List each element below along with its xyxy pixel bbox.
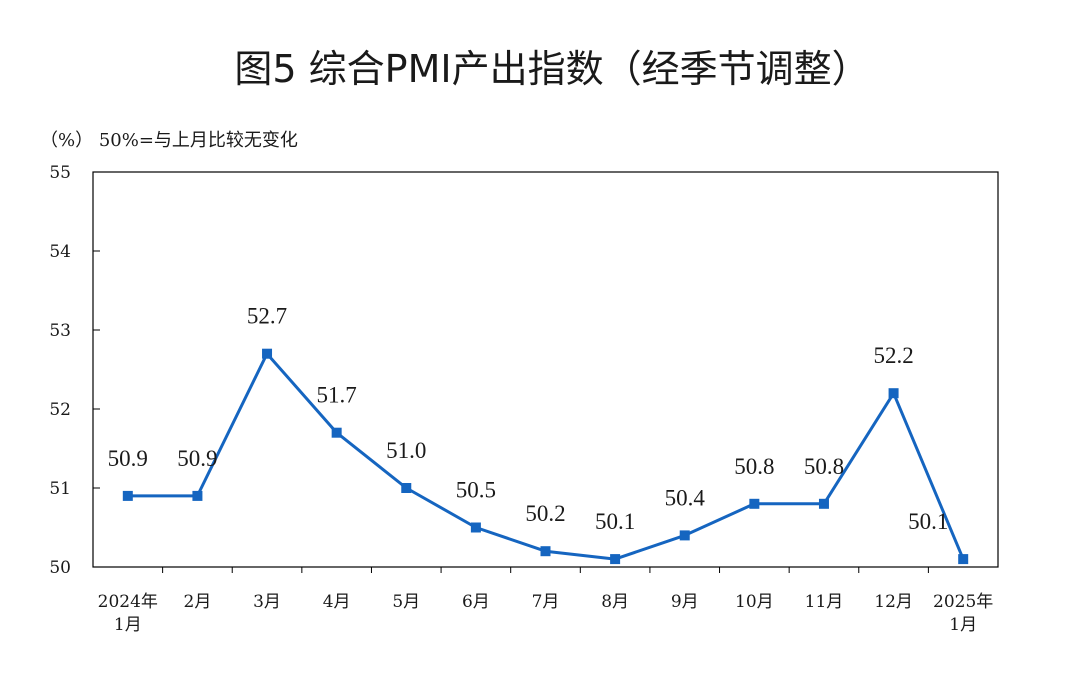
y-tick-label: 50	[49, 558, 71, 578]
x-tick-label: 8月	[601, 592, 629, 612]
data-point	[122, 490, 133, 501]
unit-note: （%） 50%=与上月比较无变化	[40, 130, 298, 151]
data-labels: 50.9 50.9 52.7 51.7 51.0 50.5 50.2 50.1 50.4 50.8…	[108, 304, 949, 534]
x-tick-label: 10月	[735, 592, 774, 612]
x-tick-label: 4月	[323, 592, 351, 612]
data-label: 50.9	[108, 446, 148, 471]
x-tick-label: 11月	[805, 592, 844, 612]
y-tick-label: 54	[49, 242, 71, 262]
y-tick-label: 51	[49, 479, 71, 499]
data-point	[749, 498, 760, 509]
x-tick-label: 9月	[671, 592, 699, 612]
y-tick-label: 55	[49, 163, 71, 183]
data-label: 50.8	[804, 454, 844, 479]
series	[122, 348, 969, 565]
data-label: 52.2	[873, 343, 913, 368]
x-tick-label: 7月	[532, 592, 560, 612]
x-tick-label: 6月	[462, 592, 490, 612]
data-point	[958, 554, 969, 565]
data-label: 50.4	[665, 485, 706, 510]
data-point	[540, 546, 551, 557]
data-label: 50.1	[595, 509, 635, 534]
data-label: 50.5	[456, 478, 496, 503]
x-tick-label: 2024年	[98, 592, 158, 612]
x-axis: 2024年 1月 2月 3月 4月 5月 6月 7月 8月 9月 10月 11月 12月 2025年 1月	[98, 567, 993, 635]
plot-frame	[92, 171, 999, 568]
data-label: 50.9	[177, 446, 217, 471]
data-point	[331, 427, 342, 438]
x-tick-label: 1月	[114, 615, 142, 635]
data-point	[470, 522, 481, 533]
data-point	[610, 554, 621, 565]
x-tick-label: 3月	[253, 592, 281, 612]
y-axis: 50 51 52 53 54 55	[49, 163, 100, 578]
data-point	[818, 498, 829, 509]
x-tick-label: 2月	[184, 592, 212, 612]
data-label: 51.0	[386, 438, 426, 463]
data-point	[401, 483, 412, 493]
data-label: 50.8	[734, 454, 774, 479]
data-point	[262, 348, 273, 359]
data-point	[192, 490, 203, 501]
x-tick-label: 1月	[949, 615, 977, 635]
data-point	[679, 530, 690, 541]
x-tick-label: 2025年	[933, 592, 993, 612]
data-label: 50.1	[908, 509, 948, 534]
x-tick-label: 12月	[874, 592, 913, 612]
chart-title: 图5 综合PMI产出指数（经季节调整）	[234, 47, 869, 91]
y-tick-label: 52	[49, 400, 71, 420]
x-tick-label: 5月	[392, 592, 420, 612]
data-label: 51.7	[317, 383, 357, 408]
data-label: 52.7	[247, 304, 287, 329]
data-point	[888, 388, 899, 399]
data-label: 50.2	[525, 501, 565, 526]
y-tick-label: 53	[49, 321, 71, 341]
